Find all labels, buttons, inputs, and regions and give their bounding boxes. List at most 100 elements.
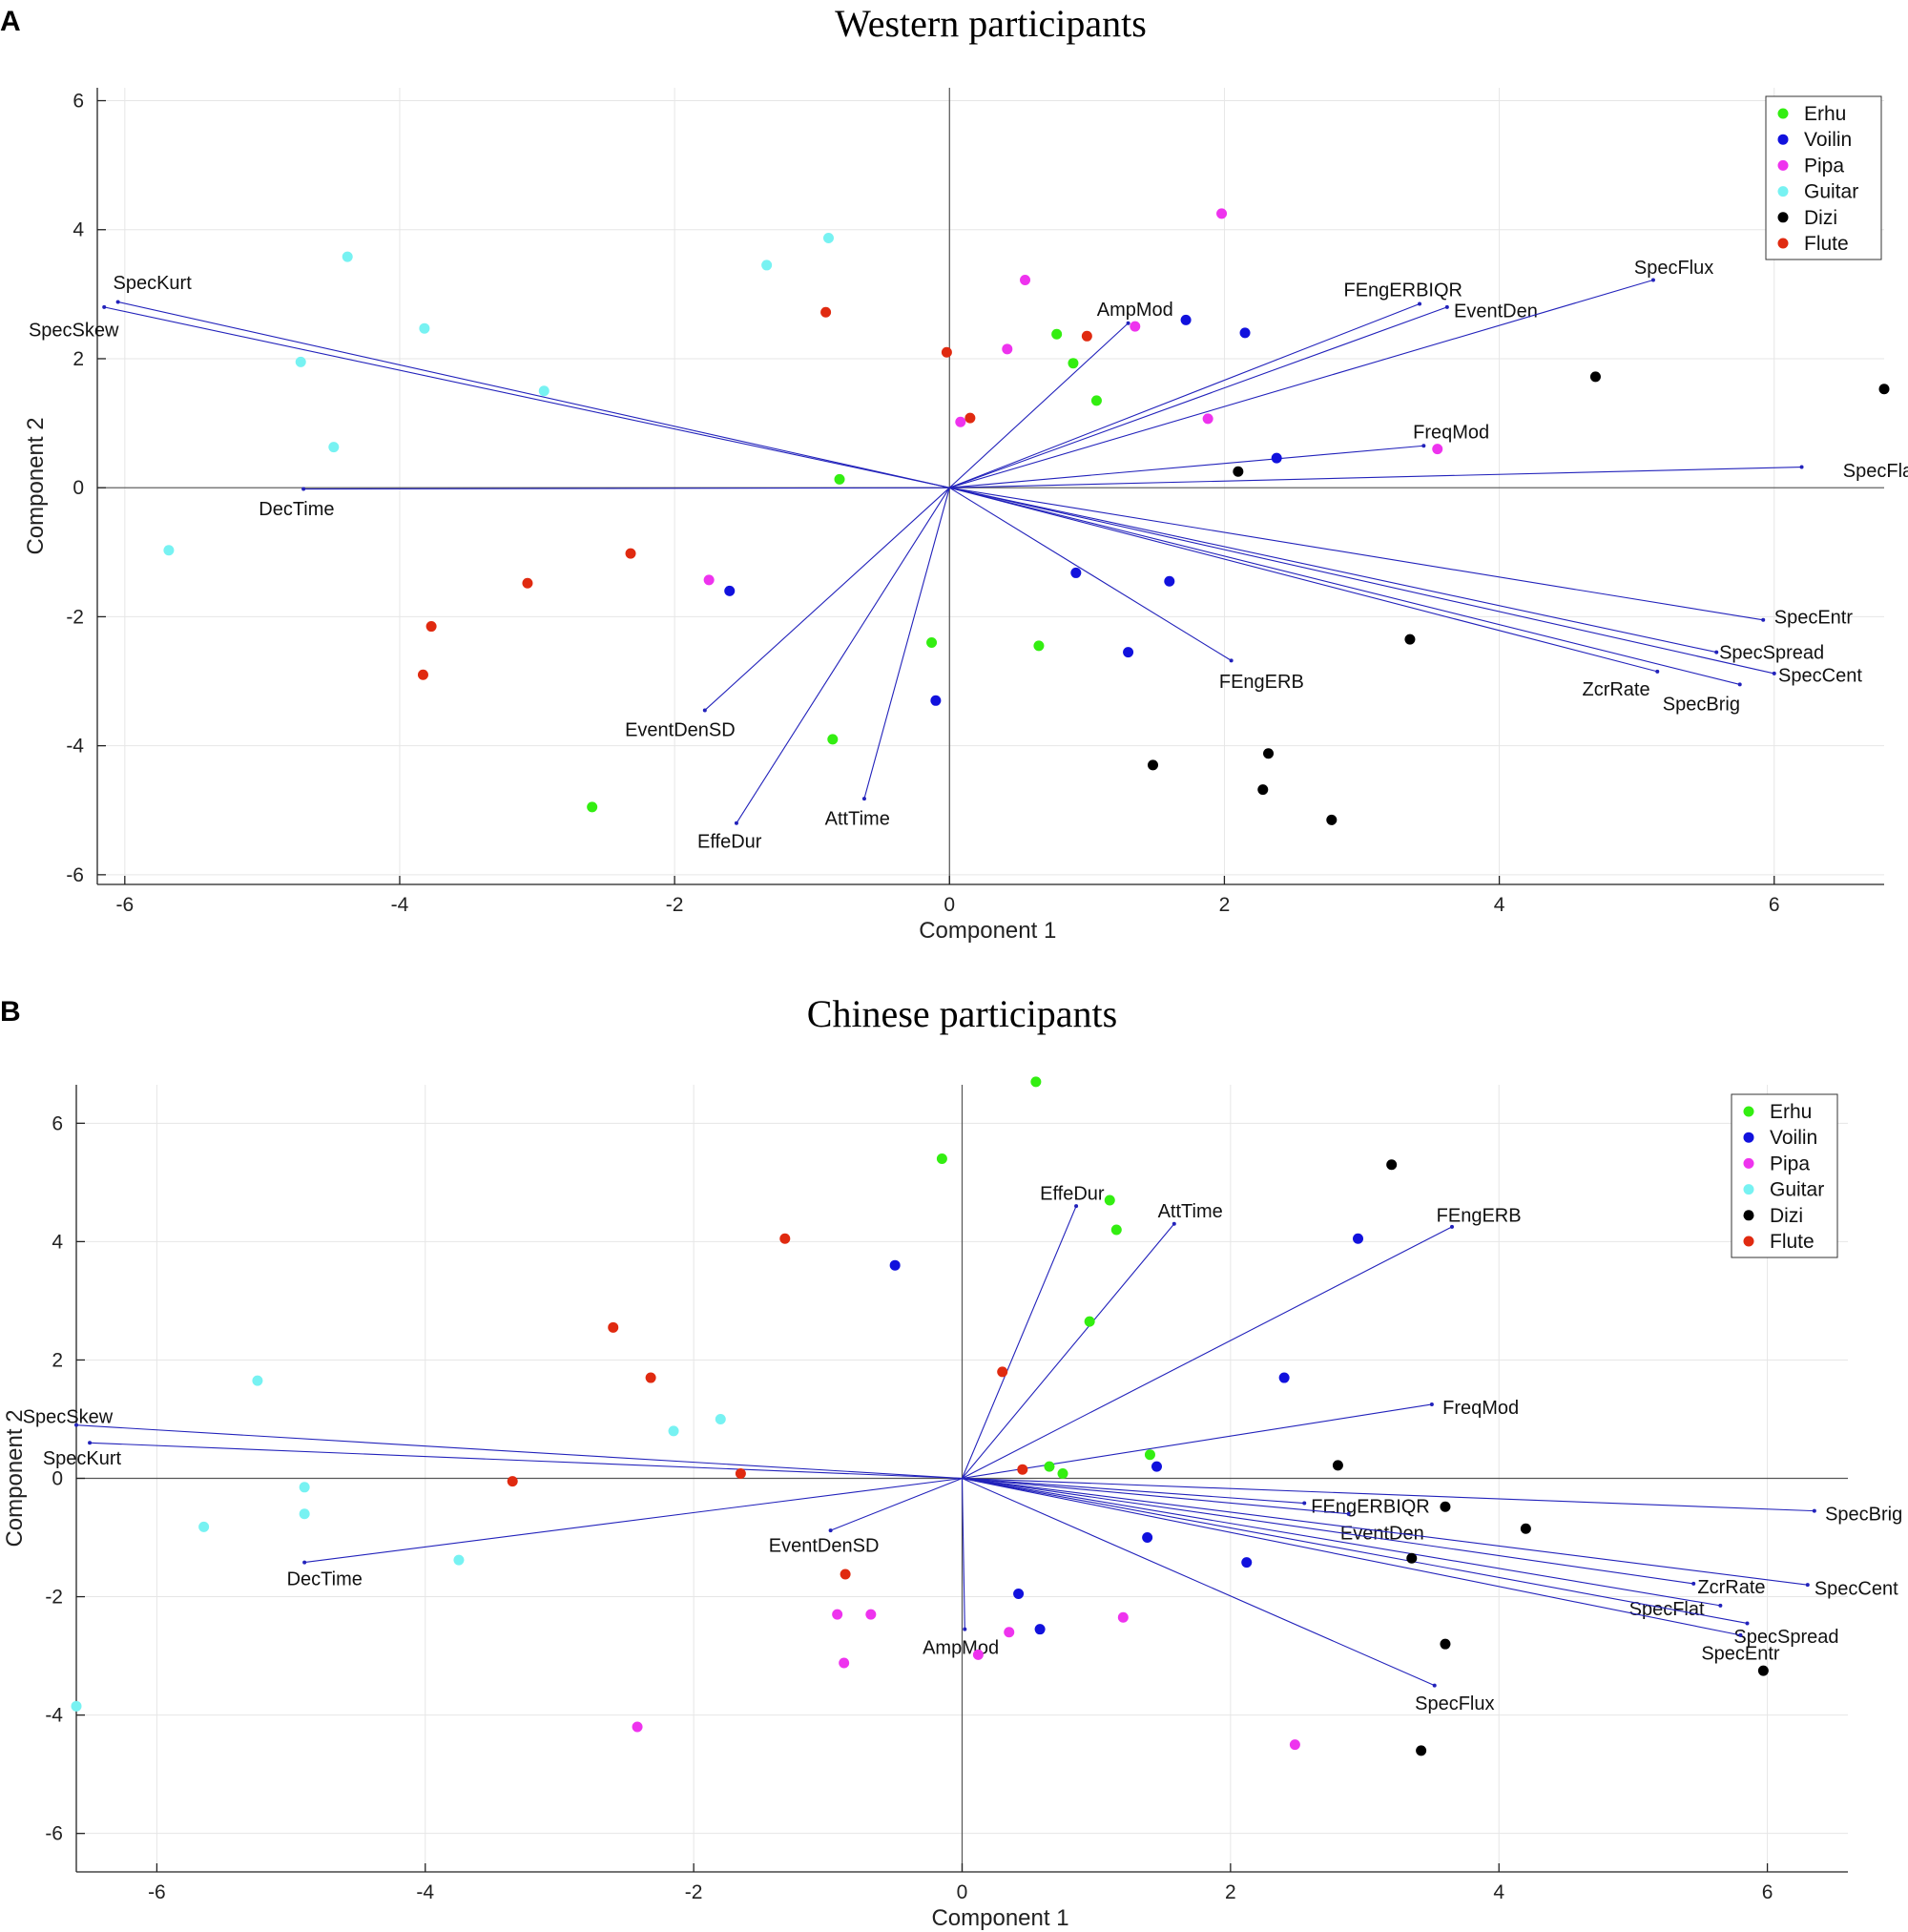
panel-letter: B: [0, 996, 21, 1028]
vector-label: AmpMod: [923, 1637, 999, 1658]
vector-line: [949, 302, 1421, 488]
loading-vector-ampmod: AmpMod: [948, 300, 1173, 488]
panel-letter: A: [0, 6, 21, 37]
y-tick-label: 2: [73, 348, 84, 370]
data-point: [820, 306, 832, 318]
data-point: [1353, 1233, 1364, 1244]
series-dizi: [1332, 1159, 1769, 1756]
loading-vector-specspread: SpecSpread: [949, 487, 1824, 664]
legend-label: Dizi: [1804, 207, 1837, 229]
loading-vector-freqmod: FreqMod: [962, 1398, 1519, 1480]
data-point: [1090, 395, 1102, 406]
vector-line: [962, 1477, 1305, 1505]
y-tick-label: -6: [66, 864, 84, 886]
vector-label: SpecSkew: [23, 1406, 114, 1427]
y-tick-label: 2: [52, 1349, 63, 1371]
x-tick-label: -4: [391, 894, 409, 916]
loading-vector-eventdensd: EventDenSD: [769, 1477, 963, 1557]
vector-line: [962, 1226, 1453, 1479]
y-tick-label: 0: [52, 1468, 63, 1490]
vector-tip: [1421, 444, 1426, 448]
vector-label: DecTime: [259, 499, 334, 520]
vector-tip: [1738, 1632, 1743, 1637]
data-point: [1057, 1468, 1068, 1480]
vector-line: [949, 279, 1654, 488]
legend-marker: [1743, 1236, 1754, 1247]
data-point: [1520, 1523, 1531, 1534]
vector-line: [104, 306, 950, 488]
data-point: [668, 1425, 679, 1437]
data-point: [1068, 358, 1079, 369]
vector-tip: [1449, 1224, 1454, 1229]
y-tick-label: 6: [73, 91, 84, 113]
vector-line: [948, 322, 1129, 488]
vector-tip: [1172, 1221, 1176, 1226]
legend-label: Guitar: [1770, 1179, 1824, 1201]
legend-box: [1765, 95, 1882, 260]
loading-vector-specflat: SpecFlat: [949, 461, 1908, 488]
legend-label: Pipa: [1804, 155, 1844, 177]
legend-label: Erhu: [1770, 1101, 1812, 1123]
x-tick-label: -4: [416, 1881, 434, 1903]
vector-line: [962, 1477, 1748, 1625]
data-point: [972, 1649, 984, 1660]
data-point: [1180, 314, 1192, 325]
loading-vector-specentr: SpecEntr: [962, 1477, 1780, 1664]
vector-tip: [1429, 1402, 1434, 1406]
vector-tip: [88, 1441, 93, 1445]
vector-label: FreqMod: [1413, 422, 1489, 443]
loading-vector-effedur: EffeDur: [697, 487, 950, 853]
data-point: [997, 1366, 1008, 1378]
y-tick-label: -4: [66, 736, 84, 758]
vector-label: SpecEntr: [1774, 607, 1854, 628]
vector-line: [90, 1442, 963, 1480]
y-axis-label: Component 2: [23, 417, 49, 554]
data-point: [1263, 748, 1275, 759]
y-tick-label: 4: [52, 1231, 63, 1253]
legend: Erhu Voilin Pipa Guitar Dizi Flute: [1765, 95, 1882, 260]
data-point: [1148, 759, 1159, 771]
legend-marker: [1743, 1132, 1754, 1143]
loading-vector-freqmod: FreqMod: [949, 422, 1489, 488]
vector-label: SpecCent: [1778, 665, 1862, 686]
data-point: [587, 801, 598, 813]
data-point: [342, 251, 353, 262]
data-point: [608, 1321, 619, 1333]
legend-marker: [1777, 134, 1789, 145]
x-tick-label: 6: [1762, 1881, 1773, 1903]
loading-vector-speccent: SpecCent: [962, 1477, 1898, 1599]
series-flute: [417, 306, 1092, 680]
vector-label: SpecCent: [1815, 1578, 1898, 1599]
series-erhu: [936, 1076, 1155, 1480]
vector-label: SpecSpread: [1719, 643, 1824, 664]
legend-label: Guitar: [1804, 181, 1858, 203]
loading-vector-specflux: SpecFlux: [962, 1477, 1494, 1714]
data-point: [198, 1521, 210, 1532]
legend-item-flute: Flute: [1777, 233, 1849, 255]
vector-label: SpecKurt: [113, 273, 192, 294]
data-point: [632, 1721, 643, 1733]
legend-marker: [1777, 186, 1789, 197]
vector-label: FEngERB: [1219, 672, 1304, 693]
loading-vector-atttime: AttTime: [825, 488, 950, 829]
data-point: [1332, 1460, 1343, 1471]
loading-vector-atttime: AttTime: [962, 1201, 1223, 1479]
data-point: [1051, 328, 1063, 340]
data-point: [299, 1508, 310, 1520]
data-point: [936, 1153, 947, 1165]
vector-line: [962, 1477, 1815, 1512]
vector-tip: [1074, 1204, 1079, 1209]
data-point: [453, 1554, 465, 1566]
vector-tip: [302, 1560, 307, 1565]
data-point: [1034, 1624, 1046, 1635]
data-point: [299, 1482, 310, 1493]
data-point: [1013, 1588, 1025, 1599]
data-point: [1144, 1449, 1155, 1461]
vector-tip: [1761, 617, 1766, 622]
legend-item-pipa: Pipa: [1743, 1153, 1810, 1174]
vector-line: [949, 487, 1774, 675]
data-point: [1151, 1461, 1162, 1472]
x-axis-label: Component 1: [931, 1905, 1068, 1931]
vector-line: [949, 487, 1717, 654]
data-point: [1278, 1372, 1290, 1383]
